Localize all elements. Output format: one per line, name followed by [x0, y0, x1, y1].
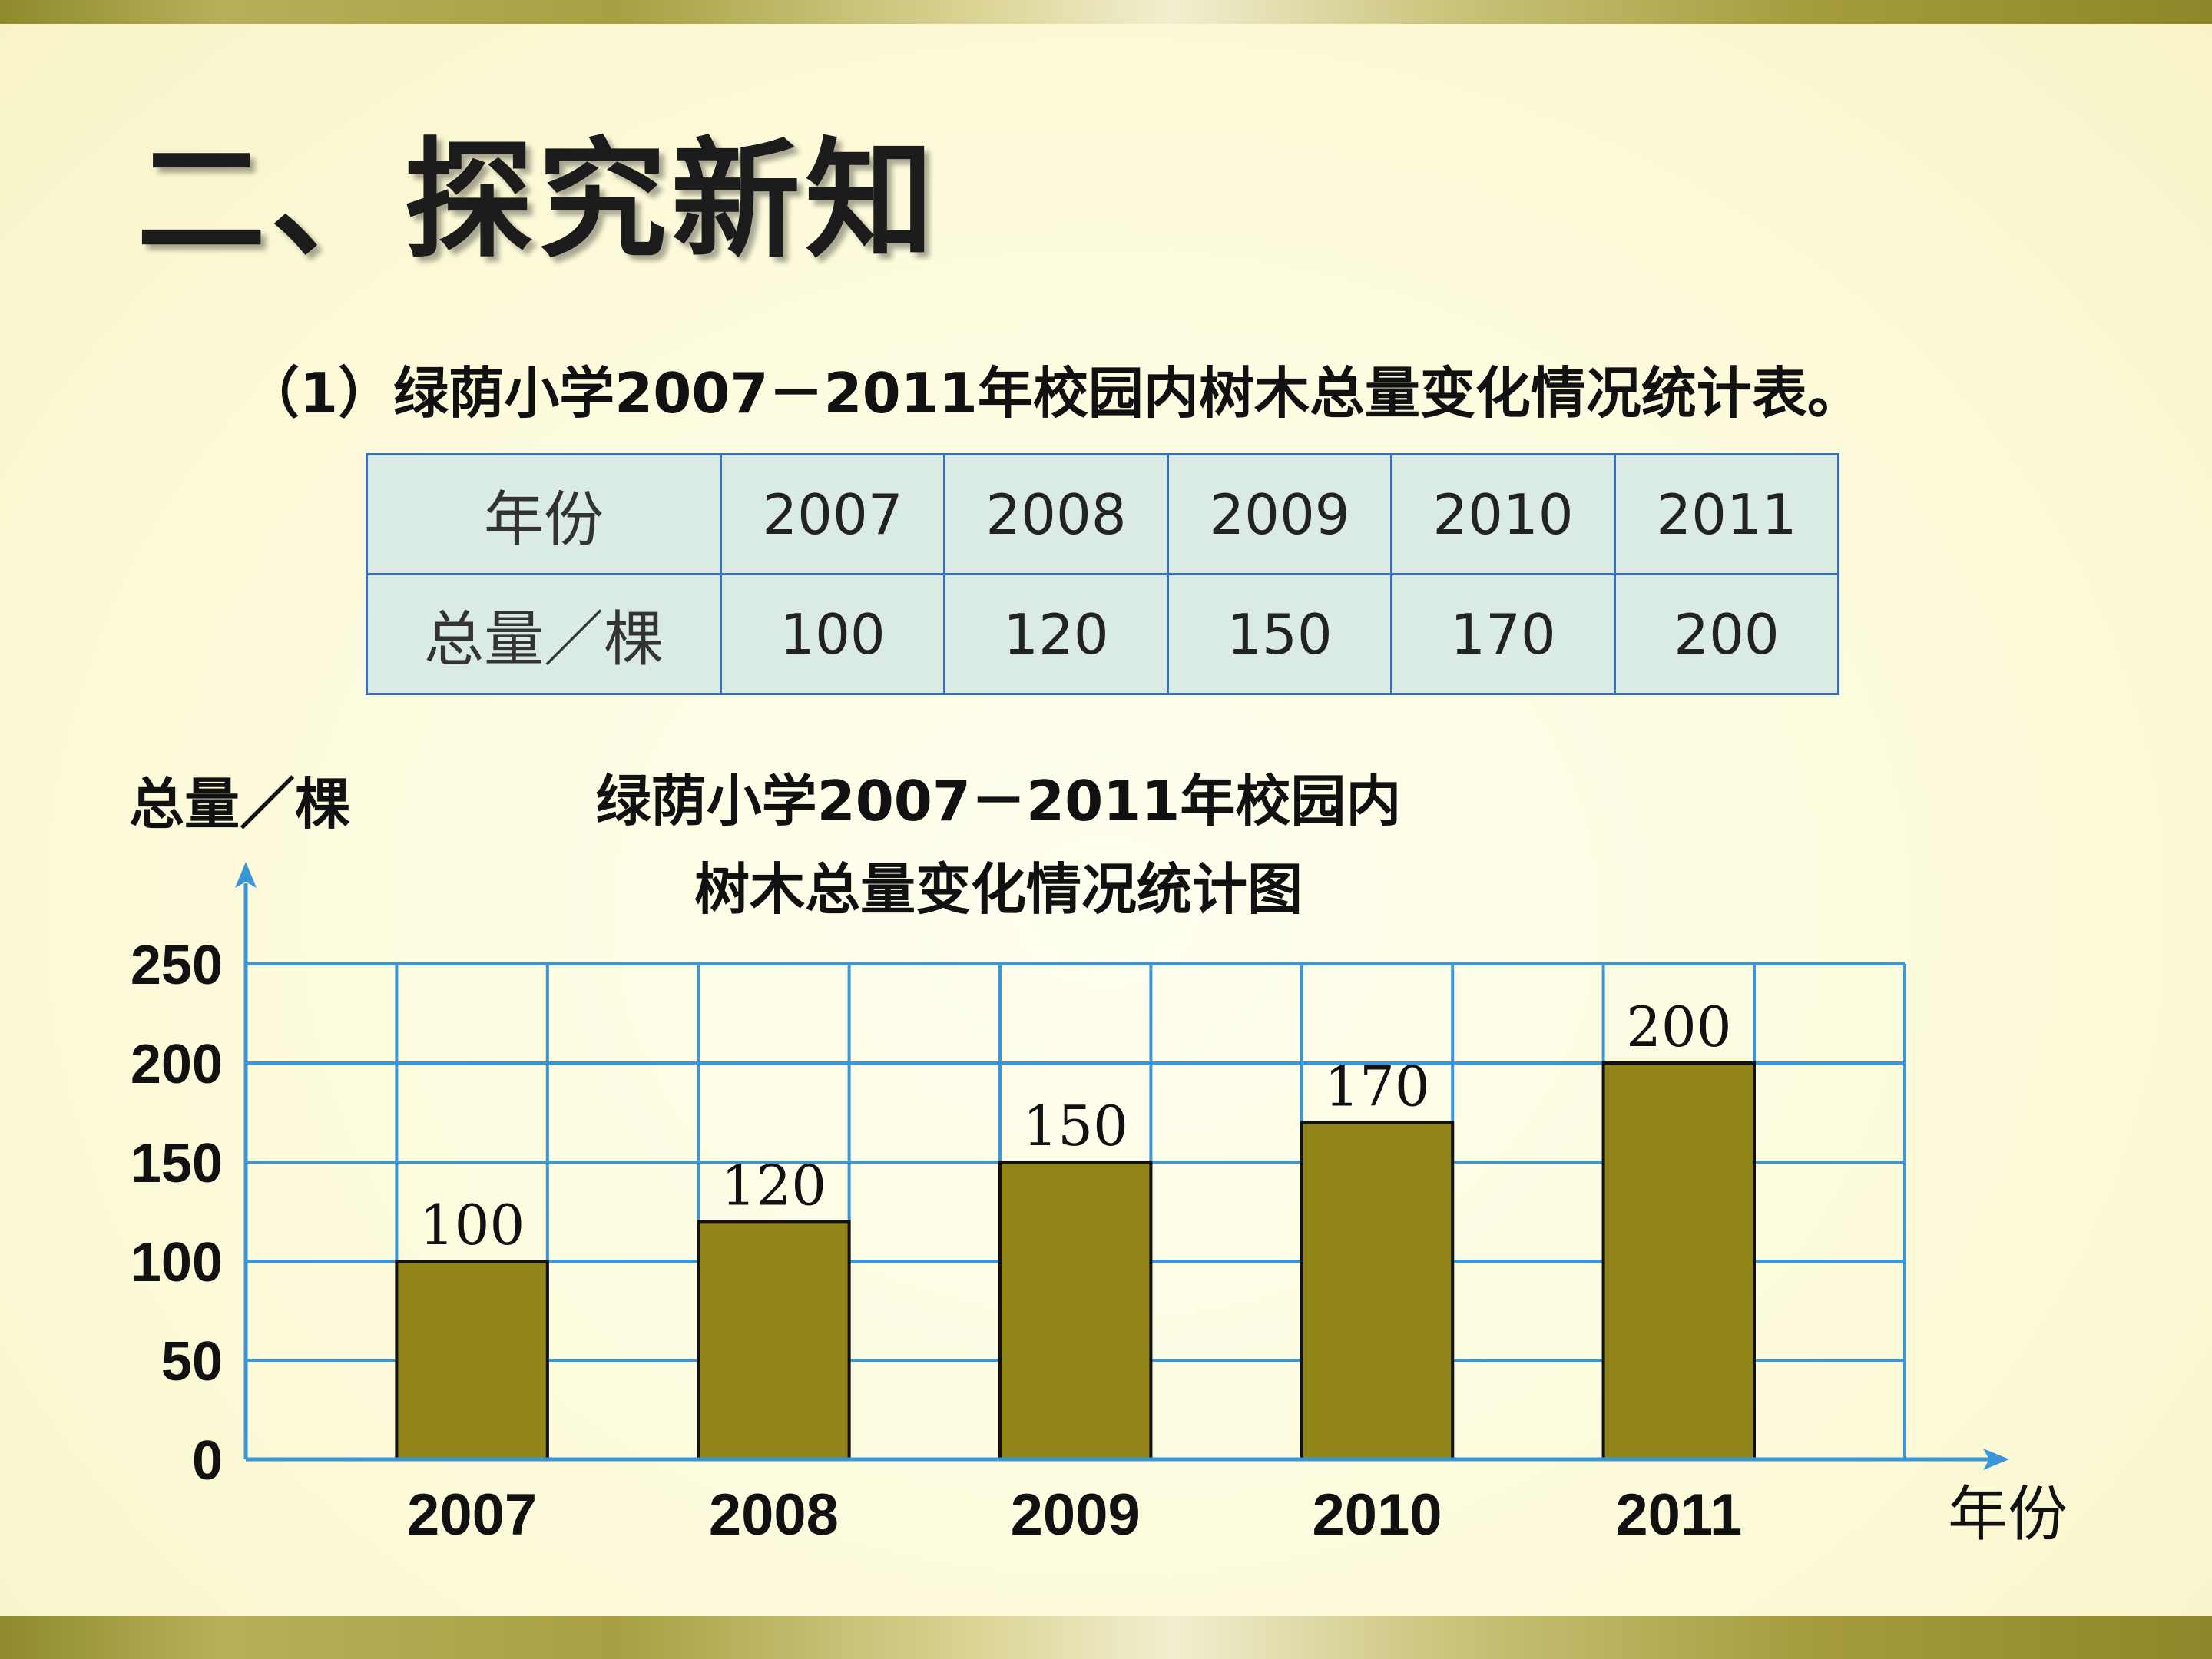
table-caption: （1）绿荫小学2007－2011年校园内树木总量变化情况统计表。	[244, 361, 1863, 426]
table-row-years: 年份 2007 2008 2009 2010 2011	[366, 453, 1839, 575]
data-label: 170	[1324, 1054, 1429, 1118]
stats-table: 年份 2007 2008 2009 2010 2011 总量／棵 100 120…	[366, 453, 1839, 695]
chart-labels: 100 2007 120 2008 150 2009 170 2010 200 2011 0 50 10…	[131, 935, 1742, 1548]
y-axis-arrow	[235, 862, 257, 888]
page-title: 二、探究新知	[137, 124, 939, 276]
table-cell-total: 120	[943, 573, 1169, 695]
y-tick-label: 100	[131, 1232, 223, 1293]
y-tick-label: 250	[131, 935, 223, 996]
y-tick-label: 150	[131, 1133, 223, 1194]
y-axis-label: 总量／棵	[129, 772, 350, 836]
y-tick-label: 50	[161, 1331, 223, 1392]
table-cell-year: 2010	[1390, 453, 1616, 575]
table-cell-total: 100	[720, 573, 945, 695]
chart-axes	[235, 862, 2009, 1470]
table-cell-total: 200	[1614, 573, 1839, 695]
y-tick-label: 0	[192, 1430, 223, 1492]
x-tick-label: 2009	[1011, 1482, 1141, 1548]
table-row-totals: 总量／棵 100 120 150 170 200	[366, 573, 1839, 695]
data-label: 150	[1022, 1094, 1128, 1158]
data-label: 100	[419, 1193, 525, 1257]
y-tick-label: 200	[131, 1034, 223, 1095]
bar	[395, 1260, 549, 1461]
bar	[998, 1161, 1153, 1461]
chart-title-line2: 树木总量变化情况统计图	[694, 857, 1303, 922]
bar	[1300, 1121, 1455, 1462]
bar	[1601, 1061, 1757, 1461]
table-cell-year: 2011	[1614, 453, 1839, 575]
table-header-year: 年份	[366, 453, 722, 575]
x-tick-label: 2011	[1615, 1482, 1742, 1548]
data-label: 200	[1626, 995, 1731, 1059]
table-cell-year: 2008	[943, 453, 1169, 575]
bottom-decor-band	[0, 1616, 2212, 1659]
table-cell-total: 170	[1390, 573, 1616, 695]
x-axis-arrow	[1983, 1449, 2009, 1470]
table-cell-total: 150	[1167, 573, 1392, 695]
x-tick-label: 2008	[709, 1482, 839, 1548]
table-header-total: 总量／棵	[366, 573, 722, 695]
table-cell-year: 2009	[1167, 453, 1392, 575]
data-label: 120	[721, 1153, 826, 1217]
x-tick-label: 2010	[1312, 1482, 1442, 1548]
x-axis-label: 年份	[1948, 1480, 2068, 1549]
top-decor-band	[0, 0, 2212, 24]
bar	[697, 1220, 851, 1462]
table-cell-year: 2007	[720, 453, 945, 575]
chart-title-line1: 绿荫小学2007－2011年校园内	[596, 769, 1402, 833]
x-tick-label: 2007	[407, 1482, 537, 1548]
